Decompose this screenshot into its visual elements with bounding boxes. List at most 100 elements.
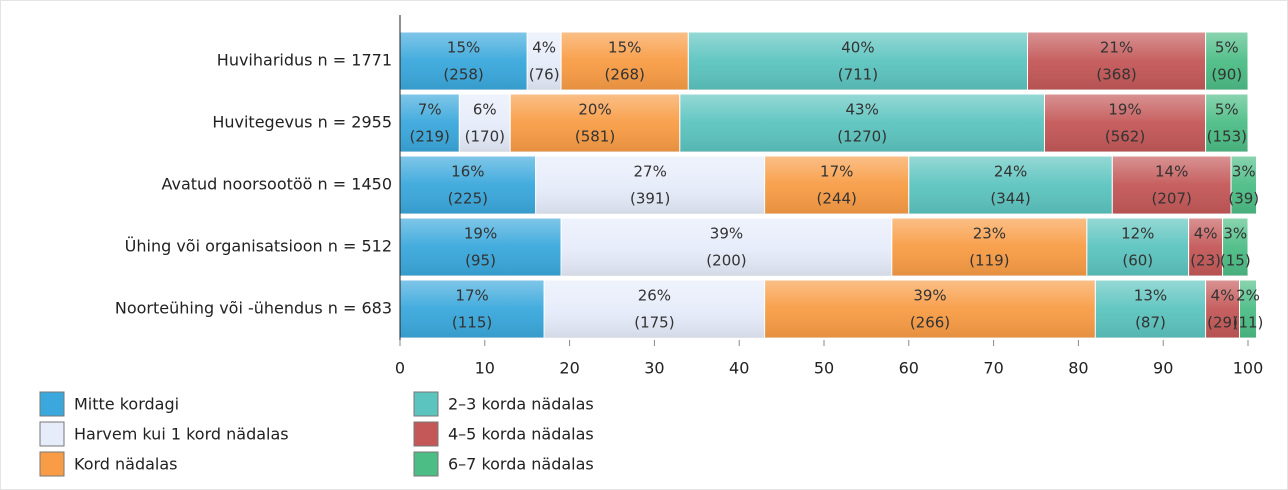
legend-swatch xyxy=(413,451,439,477)
count-label: (368) xyxy=(1096,66,1136,84)
bar-shine xyxy=(764,280,1096,338)
legend-label: 4–5 korda nädalas xyxy=(448,425,594,444)
value-label: 23% xyxy=(973,225,1006,243)
legend-label: Mitte kordagi xyxy=(74,395,179,414)
value-label: 4% xyxy=(1211,287,1235,305)
bar-shine xyxy=(535,156,765,214)
legend-label: Kord nädalas xyxy=(74,455,178,474)
bar-shine xyxy=(400,94,460,152)
legend-label: 6–7 korda nädalas xyxy=(448,455,594,474)
x-tick-label: 60 xyxy=(899,359,919,378)
bar-shine xyxy=(688,32,1028,90)
bar-shine xyxy=(400,280,545,338)
x-tick-label: 100 xyxy=(1233,359,1264,378)
bar-shine xyxy=(1086,218,1189,276)
x-tick-label: 10 xyxy=(475,359,495,378)
count-label: (244) xyxy=(817,190,857,208)
count-label: (170) xyxy=(465,128,505,146)
value-label: 40% xyxy=(841,39,874,57)
legend-swatch xyxy=(413,421,439,447)
bar-shine xyxy=(1112,156,1232,214)
count-label: (119) xyxy=(969,252,1009,270)
count-label: (115) xyxy=(452,314,492,332)
x-tick-label: 80 xyxy=(1068,359,1088,378)
count-label: (1270) xyxy=(837,128,887,146)
x-tick-label: 70 xyxy=(983,359,1003,378)
bar-shine xyxy=(908,156,1113,214)
bar-shine xyxy=(1188,218,1223,276)
count-label: (39) xyxy=(1228,190,1259,208)
legend-swatch xyxy=(39,421,65,447)
legend-swatch xyxy=(39,391,65,417)
count-label: (90) xyxy=(1211,66,1242,84)
x-tick-label: 90 xyxy=(1153,359,1173,378)
bar-shine xyxy=(561,218,892,276)
count-label: (200) xyxy=(706,252,746,270)
count-label: (219) xyxy=(410,128,450,146)
count-label: (11) xyxy=(1233,314,1264,332)
x-tick-label: 30 xyxy=(644,359,664,378)
count-label: (153) xyxy=(1207,128,1247,146)
category-label: Ühing või organisatsioon n = 512 xyxy=(125,237,392,256)
count-label: (175) xyxy=(634,314,674,332)
bar-shine xyxy=(1095,280,1206,338)
count-label: (391) xyxy=(630,190,670,208)
value-label: 24% xyxy=(994,163,1027,181)
value-label: 27% xyxy=(633,163,666,181)
count-label: (15) xyxy=(1220,252,1251,270)
bar-shine xyxy=(459,94,511,152)
x-tick-label: 40 xyxy=(729,359,749,378)
value-label: 17% xyxy=(820,163,853,181)
value-label: 5% xyxy=(1215,101,1239,119)
legend-label: 2–3 korda nädalas xyxy=(448,395,594,414)
legend-swatch xyxy=(413,391,439,417)
bar-shine xyxy=(1222,218,1248,276)
value-label: 12% xyxy=(1121,225,1154,243)
bar-shine xyxy=(764,156,909,214)
value-label: 4% xyxy=(1194,225,1218,243)
legend-swatch xyxy=(39,451,65,477)
value-label: 39% xyxy=(913,287,946,305)
count-label: (207) xyxy=(1152,190,1192,208)
legend-label: Harvem kui 1 kord nädalas xyxy=(74,425,289,444)
count-label: (562) xyxy=(1105,128,1145,146)
bar-shine xyxy=(891,218,1087,276)
value-label: 15% xyxy=(447,39,480,57)
bar-shine xyxy=(400,156,536,214)
category-label: Huviharidus n = 1771 xyxy=(217,51,392,70)
count-label: (76) xyxy=(529,66,560,84)
bar-shine xyxy=(1231,156,1257,214)
value-label: 16% xyxy=(451,163,484,181)
bar-shine xyxy=(510,94,680,152)
bar-shine xyxy=(561,32,689,90)
value-label: 39% xyxy=(710,225,743,243)
x-tick-label: 50 xyxy=(814,359,834,378)
bar-shine xyxy=(400,32,528,90)
bar-shine xyxy=(1044,94,1206,152)
bar-shine xyxy=(1027,32,1206,90)
value-label: 3% xyxy=(1223,225,1247,243)
bar-shine xyxy=(1205,94,1248,152)
value-label: 26% xyxy=(638,287,671,305)
value-label: 15% xyxy=(608,39,641,57)
category-label: Avatud noorsootöö n = 1450 xyxy=(161,175,392,194)
bar-shine xyxy=(1205,280,1240,338)
x-tick-label: 20 xyxy=(559,359,579,378)
bar-shine xyxy=(400,218,562,276)
bar-shine xyxy=(527,32,562,90)
count-label: (581) xyxy=(575,128,615,146)
value-label: 21% xyxy=(1100,39,1133,57)
value-label: 19% xyxy=(464,225,497,243)
value-label: 17% xyxy=(455,287,488,305)
x-tick-label: 0 xyxy=(395,359,405,378)
value-label: 13% xyxy=(1134,287,1167,305)
count-label: (258) xyxy=(443,66,483,84)
count-label: (23) xyxy=(1190,252,1221,270)
count-label: (266) xyxy=(910,314,950,332)
value-label: 6% xyxy=(473,101,497,119)
category-label: Noorteühing või -ühendus n = 683 xyxy=(115,299,392,318)
category-label: Huvitegevus n = 2955 xyxy=(212,113,392,132)
value-label: 4% xyxy=(532,39,556,57)
value-label: 19% xyxy=(1108,101,1141,119)
